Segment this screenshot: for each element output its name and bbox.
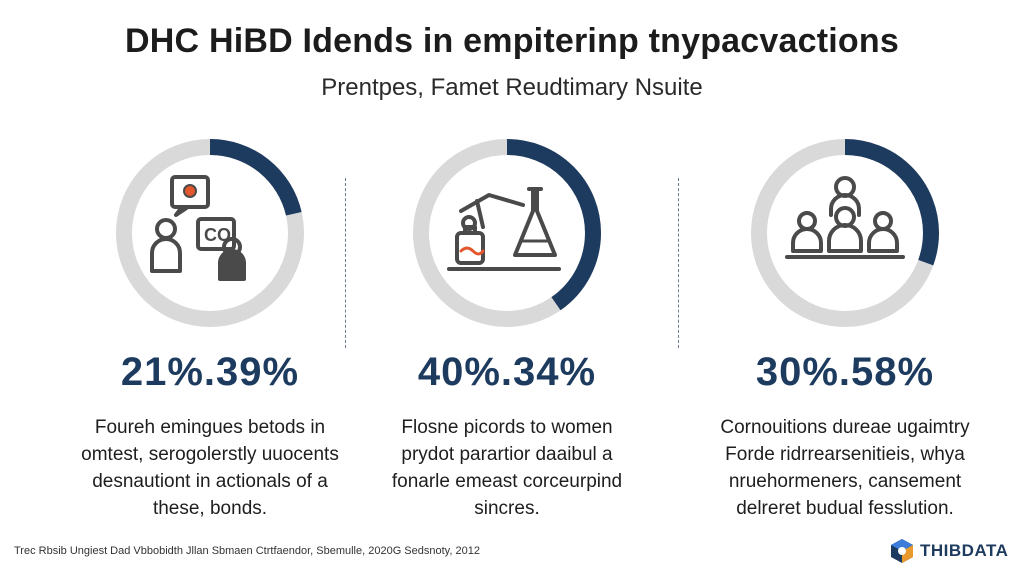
source-footnote: Trec Rbsib Ungiest Dad Vbbobidth Jllan S… — [14, 545, 480, 557]
stat-description-2: Flosne picords to women prydot parartior… — [391, 417, 623, 519]
brand-name: THIBDATA — [920, 541, 1009, 560]
chart-subtitle: Prentpes, Famet Reudtimary Nsuite — [321, 74, 703, 101]
stat-value-2: 40%.34% — [417, 350, 597, 394]
group-meeting-icon — [785, 171, 905, 291]
brand-cube-icon — [891, 539, 913, 563]
stat-panel-3: 30%.58% Cornouitions dureae ugaimtry For… — [700, 128, 990, 528]
stat-description-1: Foureh emingues betods in omtest, serogo… — [81, 417, 339, 519]
panel-divider — [345, 178, 346, 348]
chart-title: DHC HiBD Idends in empiterinp tnypacvact… — [125, 22, 899, 60]
donut-chart-3 — [745, 133, 945, 333]
stat-value-3: 30%.58% — [755, 350, 935, 394]
svg-text:CO: CO — [204, 225, 231, 245]
donut-chart-1: CO — [110, 133, 310, 333]
brand-logo: THIBDATA — [888, 536, 1008, 566]
donut-arc — [116, 139, 304, 327]
stat-panel-2: 40%.34% Flosne picords to women prydot p… — [362, 128, 652, 528]
person-with-chat-icon: CO — [150, 171, 270, 291]
donut-chart-2 — [407, 133, 607, 333]
panel-divider — [678, 178, 679, 348]
stat-value-1: 21%.39% — [120, 350, 300, 394]
donut-arc — [751, 139, 939, 327]
stat-panel-1: CO 21%.39% Foureh emingues betods in omt… — [65, 128, 355, 528]
lab-flask-icon — [447, 171, 567, 291]
donut-arc — [413, 139, 601, 327]
stat-description-3: Cornouitions dureae ugaimtry Forde ridrr… — [720, 417, 970, 519]
